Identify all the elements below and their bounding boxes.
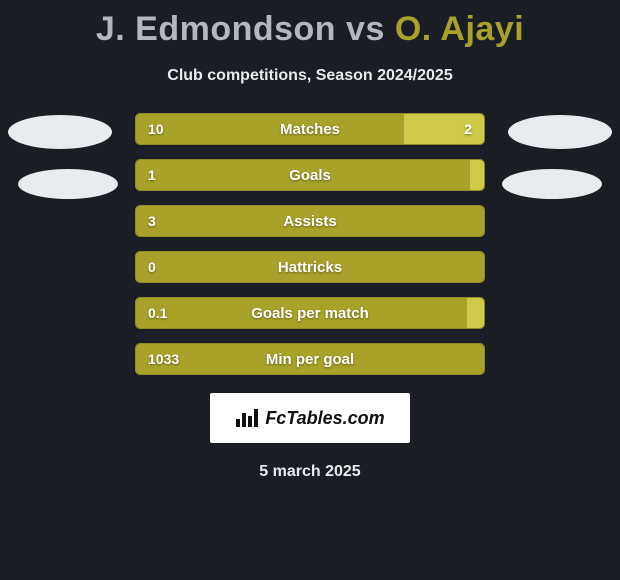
bar-fill-player1 [136, 114, 404, 144]
fctables-logo: FcTables.com [210, 393, 410, 443]
comparison-title: J. Edmondson vs O. Ajayi [0, 0, 620, 49]
stat-row: 1033Min per goal [135, 343, 485, 375]
bar-fill-player1 [136, 344, 484, 374]
stat-row: 0.1Goals per match [135, 297, 485, 329]
bar-fill-player1 [136, 206, 484, 236]
player1-logo-placeholder-2 [18, 169, 118, 199]
bar-fill-player2 [470, 160, 484, 190]
stat-row: 0Hattricks [135, 251, 485, 283]
comparison-chart: 102Matches 1Goals 3Assists 0Hattricks 0.1Goa… [0, 113, 620, 375]
bar-fill-player1 [136, 252, 484, 282]
subtitle: Club competitions, Season 2024/2025 [0, 67, 620, 85]
stat-row: 102Matches [135, 113, 485, 145]
stat-row: 3Assists [135, 205, 485, 237]
bars-container: 102Matches 1Goals 3Assists 0Hattricks 0.1Goa… [135, 113, 485, 375]
bar-fill-player1 [136, 160, 470, 190]
player1-name: J. Edmondson [96, 10, 336, 48]
footer-date: 5 march 2025 [0, 463, 620, 481]
player2-name: O. Ajayi [395, 10, 524, 48]
stat-row: 1Goals [135, 159, 485, 191]
logo-text: FcTables.com [265, 408, 384, 429]
player1-logo-placeholder-1 [8, 115, 112, 149]
vs-separator: vs [346, 10, 385, 48]
bar-chart-icon [235, 407, 259, 429]
player2-logo-placeholder-1 [508, 115, 612, 149]
bar-fill-player2 [467, 298, 484, 328]
bar-fill-player1 [136, 298, 467, 328]
player2-logo-placeholder-2 [502, 169, 602, 199]
bar-fill-player2 [404, 114, 484, 144]
